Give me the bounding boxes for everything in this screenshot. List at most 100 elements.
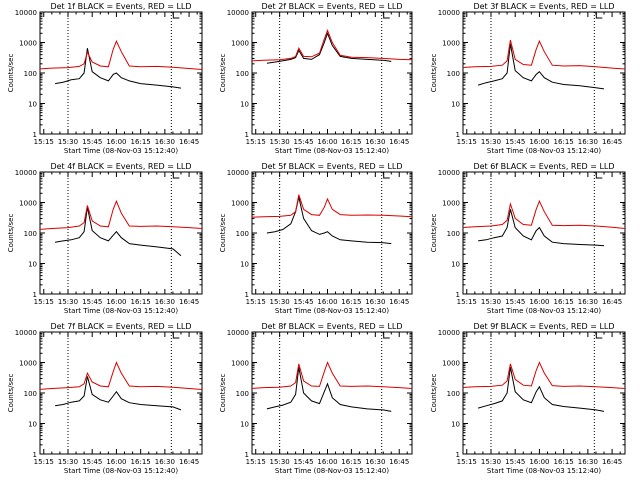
y-tick-label: 1 (33, 451, 37, 459)
x-tick-label: 15:45 (293, 138, 313, 146)
interval-bracket (595, 332, 603, 339)
interval-bracket (383, 332, 390, 339)
x-tick-label: 16:15 (554, 138, 574, 146)
x-tick-label: 15:45 (505, 138, 525, 146)
plot-frame (39, 171, 203, 295)
x-tick-label: 16:30 (578, 458, 598, 466)
y-tick-label: 1000 (231, 360, 249, 368)
lld-red-series (252, 29, 412, 62)
y-tick-label: 100 (236, 230, 249, 238)
y-tick-label: 100 (447, 230, 460, 238)
events-black-series (55, 48, 182, 89)
interval-bracket (383, 12, 390, 19)
y-tick-label: 10000 (227, 9, 249, 17)
y-tick-label: 1 (456, 291, 460, 299)
y-tick-label: 10000 (227, 329, 249, 337)
y-tick-label: 1000 (231, 200, 249, 208)
y-tick-label: 10000 (15, 169, 37, 177)
x-tick-label: 16:30 (578, 298, 598, 306)
x-tick-label: 15:30 (58, 298, 78, 306)
y-axis-label: Counts/sec (7, 374, 15, 413)
x-tick-label: 16:00 (317, 138, 337, 146)
y-tick-label: 100 (447, 390, 460, 398)
y-tick-label: 10 (240, 261, 249, 269)
x-tick-label: 16:30 (365, 298, 385, 306)
y-tick-label: 1000 (19, 40, 37, 48)
x-axis-label: Start Time (08-Nov-03 15:12:40) (64, 147, 178, 155)
x-tick-label: 15:15 (34, 138, 54, 146)
chart-title: Det 2f BLACK = Events, RED = LLD (261, 2, 402, 11)
x-tick-label: 16:45 (179, 458, 199, 466)
x-tick-label: 16:30 (155, 138, 175, 146)
y-tick-label: 100 (236, 390, 249, 398)
plot-frame (39, 331, 203, 455)
y-tick-label: 1 (456, 451, 460, 459)
y-tick-label: 1000 (231, 40, 249, 48)
y-tick-label: 10000 (438, 9, 460, 17)
plot-frame (462, 331, 626, 455)
y-axis-label: Counts/sec (430, 374, 438, 413)
y-tick-label: 10000 (227, 169, 249, 177)
x-tick-label: 16:30 (578, 138, 598, 146)
y-tick-label: 100 (24, 230, 37, 238)
chart-panel-4: Det 4f BLACK = Events, RED = LLD 1 10 100 10… (7, 162, 203, 315)
events-black-series (477, 43, 605, 90)
y-tick-label: 1000 (19, 200, 37, 208)
y-axis-label: Counts/sec (219, 374, 227, 413)
y-tick-label: 1 (33, 131, 37, 139)
y-tick-label: 10 (451, 101, 460, 109)
x-tick-label: 16:15 (341, 138, 361, 146)
chart-panel-3: Det 3f BLACK = Events, RED = LLD 1 10 100 10… (430, 2, 626, 155)
y-tick-label: 100 (24, 390, 37, 398)
x-tick-label: 15:45 (82, 138, 102, 146)
x-tick-label: 16:45 (602, 298, 622, 306)
chart-title: Det 7f BLACK = Events, RED = LLD (50, 322, 191, 331)
y-tick-label: 1000 (442, 40, 460, 48)
x-tick-label: 16:30 (365, 458, 385, 466)
y-axis-label: Counts/sec (219, 214, 227, 253)
x-tick-label: 16:00 (529, 138, 549, 146)
x-tick-label: 16:00 (317, 458, 337, 466)
interval-bracket (595, 172, 603, 179)
y-tick-label: 1 (245, 131, 249, 139)
x-tick-label: 16:15 (341, 458, 361, 466)
x-axis-label: Start Time (08-Nov-03 15:12:40) (487, 307, 601, 315)
events-black-series (55, 207, 182, 257)
x-tick-label: 15:15 (457, 298, 477, 306)
plot-frame (462, 171, 626, 295)
x-tick-label: 16:00 (106, 138, 126, 146)
y-tick-label: 10000 (438, 169, 460, 177)
y-tick-label: 10 (28, 421, 37, 429)
events-black-series (477, 367, 605, 412)
interval-bracket (172, 332, 180, 339)
y-tick-label: 100 (24, 70, 37, 78)
interval-bracket (383, 172, 390, 179)
x-tick-label: 16:45 (179, 298, 199, 306)
y-axis-label: Counts/sec (7, 214, 15, 253)
x-tick-label: 16:15 (131, 298, 151, 306)
y-tick-label: 1000 (442, 200, 460, 208)
chart-panel-6: Det 6f BLACK = Events, RED = LLD 1 10 100 10… (430, 162, 626, 315)
x-tick-label: 15:30 (481, 298, 501, 306)
y-tick-label: 10 (28, 261, 37, 269)
y-tick-label: 10000 (438, 329, 460, 337)
y-tick-label: 1 (245, 451, 249, 459)
plot-frame (251, 11, 413, 135)
x-tick-label: 16:00 (106, 298, 126, 306)
x-tick-label: 16:45 (389, 138, 409, 146)
x-axis-label: Start Time (08-Nov-03 15:12:40) (64, 467, 178, 475)
chart-panel-2: Det 2f BLACK = Events, RED = LLD 1 10 100 10… (219, 2, 413, 155)
interval-bracket (595, 12, 603, 19)
x-tick-label: 16:15 (554, 298, 574, 306)
y-tick-label: 10 (240, 101, 249, 109)
lld-red-series (252, 361, 412, 389)
chart-title: Det 1f BLACK = Events, RED = LLD (50, 2, 191, 11)
x-tick-label: 16:45 (179, 138, 199, 146)
x-tick-label: 16:15 (554, 458, 574, 466)
plot-frame (462, 11, 626, 135)
x-tick-label: 16:30 (365, 138, 385, 146)
chart-panel-8: Det 8f BLACK = Events, RED = LLD 1 10 100 10… (219, 322, 413, 475)
lld-red-series (40, 39, 202, 70)
y-tick-label: 100 (236, 70, 249, 78)
